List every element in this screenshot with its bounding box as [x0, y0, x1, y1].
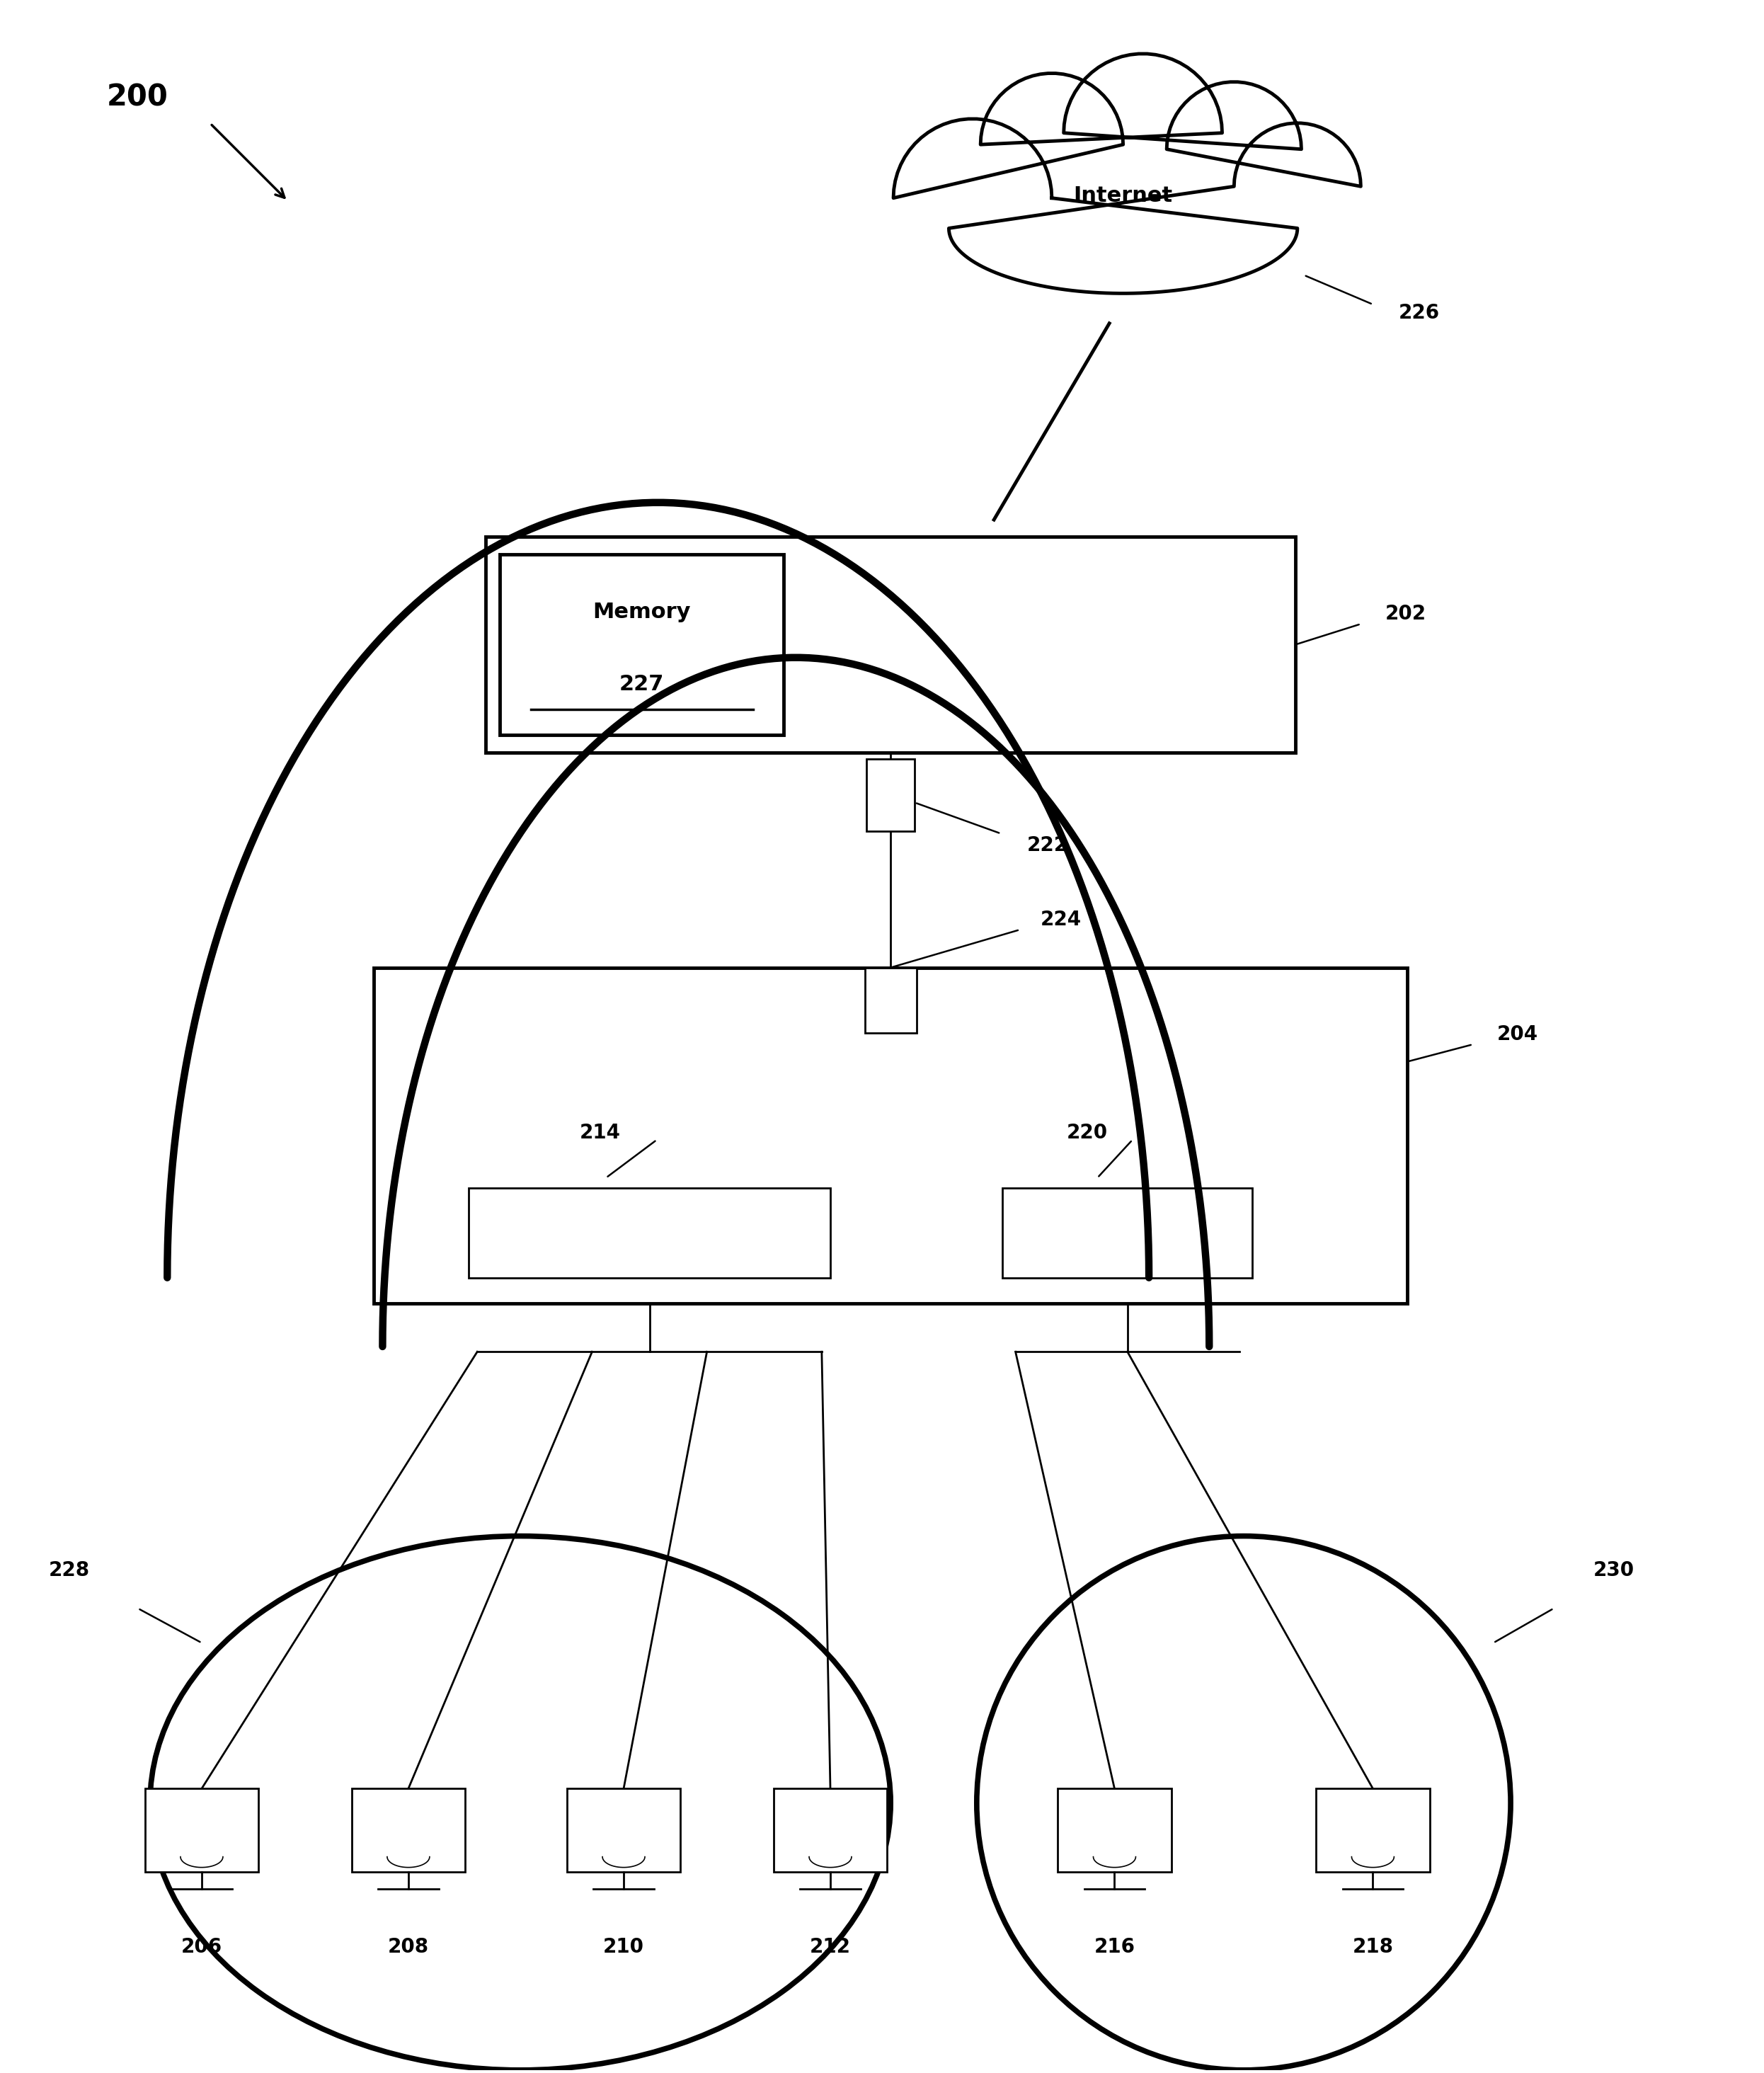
Text: 218: 218: [1353, 1936, 1394, 1957]
Text: 216: 216: [1094, 1936, 1134, 1957]
Text: 228: 228: [49, 1561, 90, 1580]
FancyBboxPatch shape: [773, 1789, 887, 1872]
FancyBboxPatch shape: [866, 759, 916, 831]
Text: 230: 230: [1593, 1561, 1635, 1580]
FancyBboxPatch shape: [145, 1789, 259, 1872]
FancyBboxPatch shape: [1002, 1188, 1252, 1277]
FancyBboxPatch shape: [499, 553, 783, 736]
Text: 222: 222: [1027, 835, 1067, 856]
FancyBboxPatch shape: [469, 1188, 831, 1277]
FancyBboxPatch shape: [351, 1789, 466, 1872]
Text: 200: 200: [108, 83, 169, 112]
Text: Memory: Memory: [593, 601, 691, 622]
Polygon shape: [893, 54, 1360, 294]
Text: 202: 202: [1385, 603, 1425, 624]
Text: 210: 210: [603, 1936, 644, 1957]
Text: 214: 214: [580, 1124, 621, 1142]
FancyBboxPatch shape: [1316, 1789, 1429, 1872]
FancyBboxPatch shape: [864, 968, 917, 1032]
Text: Internet: Internet: [1074, 187, 1173, 205]
FancyBboxPatch shape: [1058, 1789, 1171, 1872]
Text: 204: 204: [1498, 1024, 1538, 1045]
Text: 206: 206: [182, 1936, 222, 1957]
Text: 226: 226: [1399, 303, 1439, 323]
Text: 208: 208: [388, 1936, 429, 1957]
Text: 220: 220: [1065, 1124, 1108, 1142]
FancyBboxPatch shape: [374, 968, 1408, 1304]
Text: 212: 212: [810, 1936, 850, 1957]
FancyBboxPatch shape: [566, 1789, 681, 1872]
Text: 227: 227: [619, 674, 665, 694]
FancyBboxPatch shape: [485, 537, 1295, 752]
Text: 224: 224: [1041, 910, 1081, 929]
